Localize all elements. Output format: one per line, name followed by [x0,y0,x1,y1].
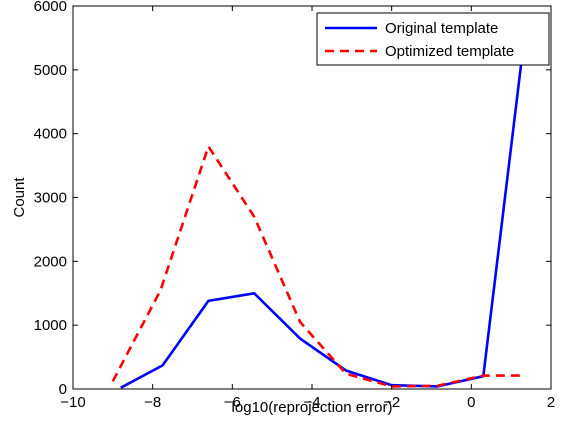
y-tick-label: 5000 [34,62,67,79]
x-tick-label: −6 [224,394,241,411]
legend-box [316,12,550,66]
y-tick-label: 2000 [34,253,67,270]
plot-background [73,6,551,389]
x-tick-label: 2 [547,394,555,411]
series-layer [111,31,527,389]
ticks-layer: −10 −8 −6 −4 −2 0 2 0 1000 2000 3000 4000 5000 6000 [34,0,556,411]
plot-area [73,6,551,389]
x-tick-label: −4 [303,394,320,411]
legend-label-0: Original template [385,20,498,37]
x-tick-label: −2 [383,394,400,411]
series-line-1 [111,145,526,388]
legend-label-1: Optimized template [385,43,514,60]
x-tick-label: 0 [467,394,475,411]
y-tick-label: 1000 [34,317,67,334]
y-tick-label: 3000 [34,190,67,207]
y-tick-label: 6000 [34,0,67,15]
y-tick-label: 4000 [34,126,67,143]
x-axis-title: log10(reprojection error) [232,399,393,416]
y-tick-label: 0 [59,381,67,398]
y-axis-title: Count [11,177,28,218]
x-tick-label: −10 [60,394,85,411]
legend: Original template Optimized template [316,12,550,66]
x-tick-label: −8 [144,394,161,411]
